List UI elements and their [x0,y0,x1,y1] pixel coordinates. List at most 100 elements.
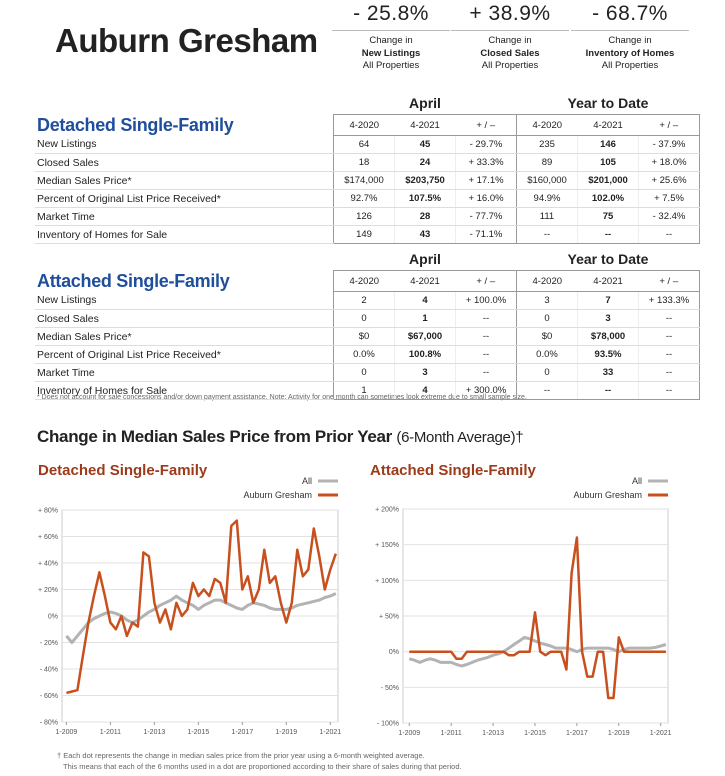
cell: 18 [333,153,395,172]
cell: $203,750 [394,171,456,190]
stat-line: New Listings [361,47,421,59]
data-row: Median Sales Price* $0 $67,000 -- $0 $78,000-… [35,327,700,346]
y-tick-label: + 200% [375,507,399,514]
cell: - 37.9% [638,135,700,154]
row-label: Closed Sales [35,309,334,328]
stat-line: All Properties [362,60,420,71]
cell: 0 [333,309,395,328]
cell: $78,000 [577,327,639,346]
data-row: Percent of Original List Price Received*… [35,345,700,364]
cell: -- [638,309,700,328]
y-tick-label: 0% [48,614,58,621]
row-label: Market Time [35,207,334,226]
stat-line: Inventory of Homes [585,47,675,59]
x-tick-label: 1-2011 [100,729,121,736]
data-row: Market Time 126 28- 77.7% 111 75- 32.4% [35,207,700,226]
cell: 3 [577,309,639,328]
x-tick-label: 1-2019 [608,730,630,737]
cell: 111 [516,207,578,226]
cell: $67,000 [394,327,456,346]
cell: 3 [394,363,456,382]
cell: $174,000 [333,171,395,190]
x-tick-label: 1-2013 [143,729,165,736]
column-header: + / – [638,114,700,136]
period-header: Year to Date [567,251,649,267]
x-tick-label: 1-2017 [566,730,588,737]
row-label: New Listings [35,291,334,310]
column-header: 4-2021 [394,270,456,292]
stat-value: - 25.8% [353,2,429,25]
stat-value: + 38.9% [469,2,551,25]
period-row: April Year to Date [35,92,700,115]
cell: 75 [577,207,639,226]
charts-title: Change in Median Sales Price from Prior … [37,427,524,447]
stat-line: Closed Sales [480,47,540,59]
x-tick-label: 1-2021 [319,729,341,736]
cell: -- [516,225,578,244]
y-tick-label: + 80% [38,508,58,515]
cell: - 71.1% [455,225,517,244]
cell: $160,000 [516,171,578,190]
legend-label: All [632,476,642,486]
data-row: Closed Sales 0 1 -- 0 3 -- [35,309,700,328]
stat-label: Change in Inventory of Homes All Propertie… [571,30,689,73]
y-tick-label: + 60% [38,534,58,541]
cell: 4 [394,291,456,310]
cell: -- [577,225,639,244]
cell: $201,000 [577,171,639,190]
cell: 94.9% [516,189,578,208]
data-row: New Listings 2 4 + 100.0% 3 7 + 133.3% [35,291,700,310]
cell: 0.0% [516,345,578,364]
cell: 33 [577,363,639,382]
column-header: 4-2020 [333,270,395,292]
cell: 0.0% [333,345,395,364]
period-row: April Year to Date [35,248,700,271]
y-tick-label: - 40% [40,667,58,674]
y-tick-label: + 20% [38,587,58,594]
y-tick-label: 0% [389,649,399,656]
table-title: Attached Single-Family [37,270,230,291]
cell: 89 [516,153,578,172]
cell: 146 [577,135,639,154]
y-tick-label: - 50% [381,685,399,692]
x-tick-label: 1-2019 [275,729,297,736]
row-label: Market Time [35,363,334,382]
data-row: Inventory of Homes for Sale 149 43- 71.1% -… [35,225,700,244]
stat: + 38.9% Change in Closed Sales All Properti… [451,2,569,73]
x-tick-label: 1-2015 [187,729,209,736]
x-tick-label: 1-2009 [398,730,420,737]
y-tick-label: + 150% [375,542,399,549]
cell: 3 [516,291,578,310]
stat-label: Change in New Listings All Properties [332,30,450,73]
period-header: April [409,95,441,111]
y-tick-label: - 60% [40,693,58,700]
cell: -- [577,381,639,400]
column-header: 4-2021 [577,270,639,292]
cell: 1 [394,309,456,328]
data-row: Percent of Original List Price Received*… [35,189,700,208]
cell: -- [455,345,517,364]
column-row: Attached Single-Family 4-2020 4-2021 + / –4… [35,270,700,292]
row-label: Closed Sales [35,153,334,172]
table-title: Detached Single-Family [37,114,234,135]
data-row: New Listings 64 45- 29.7% 235 146- 37.9% [35,135,700,154]
spacer [35,92,334,115]
row-label: Inventory of Homes for Sale [35,381,334,400]
cell: - 29.7% [455,135,517,154]
y-tick-label: - 80% [40,720,58,727]
cell: -- [638,345,700,364]
column-header: 4-2020 [516,270,578,292]
cell: - 32.4% [638,207,700,226]
cell: -- [638,381,700,400]
column-header: 4-2021 [577,114,639,136]
cell: 93.5% [577,345,639,364]
data-row: Closed Sales 18 24 + 33.3% 89 105 + 18.0% [35,153,700,172]
row-label: Inventory of Homes for Sale [35,225,334,244]
data-row: Median Sales Price* $174,000 $203,750 + 17.… [35,171,700,190]
y-tick-label: - 100% [377,721,399,728]
x-tick-label: 1-2009 [55,729,77,736]
stat-label: Change in Closed Sales All Properties [451,30,569,73]
cell: 24 [394,153,456,172]
cell: 0 [333,363,395,382]
y-tick-label: + 50% [379,614,399,621]
